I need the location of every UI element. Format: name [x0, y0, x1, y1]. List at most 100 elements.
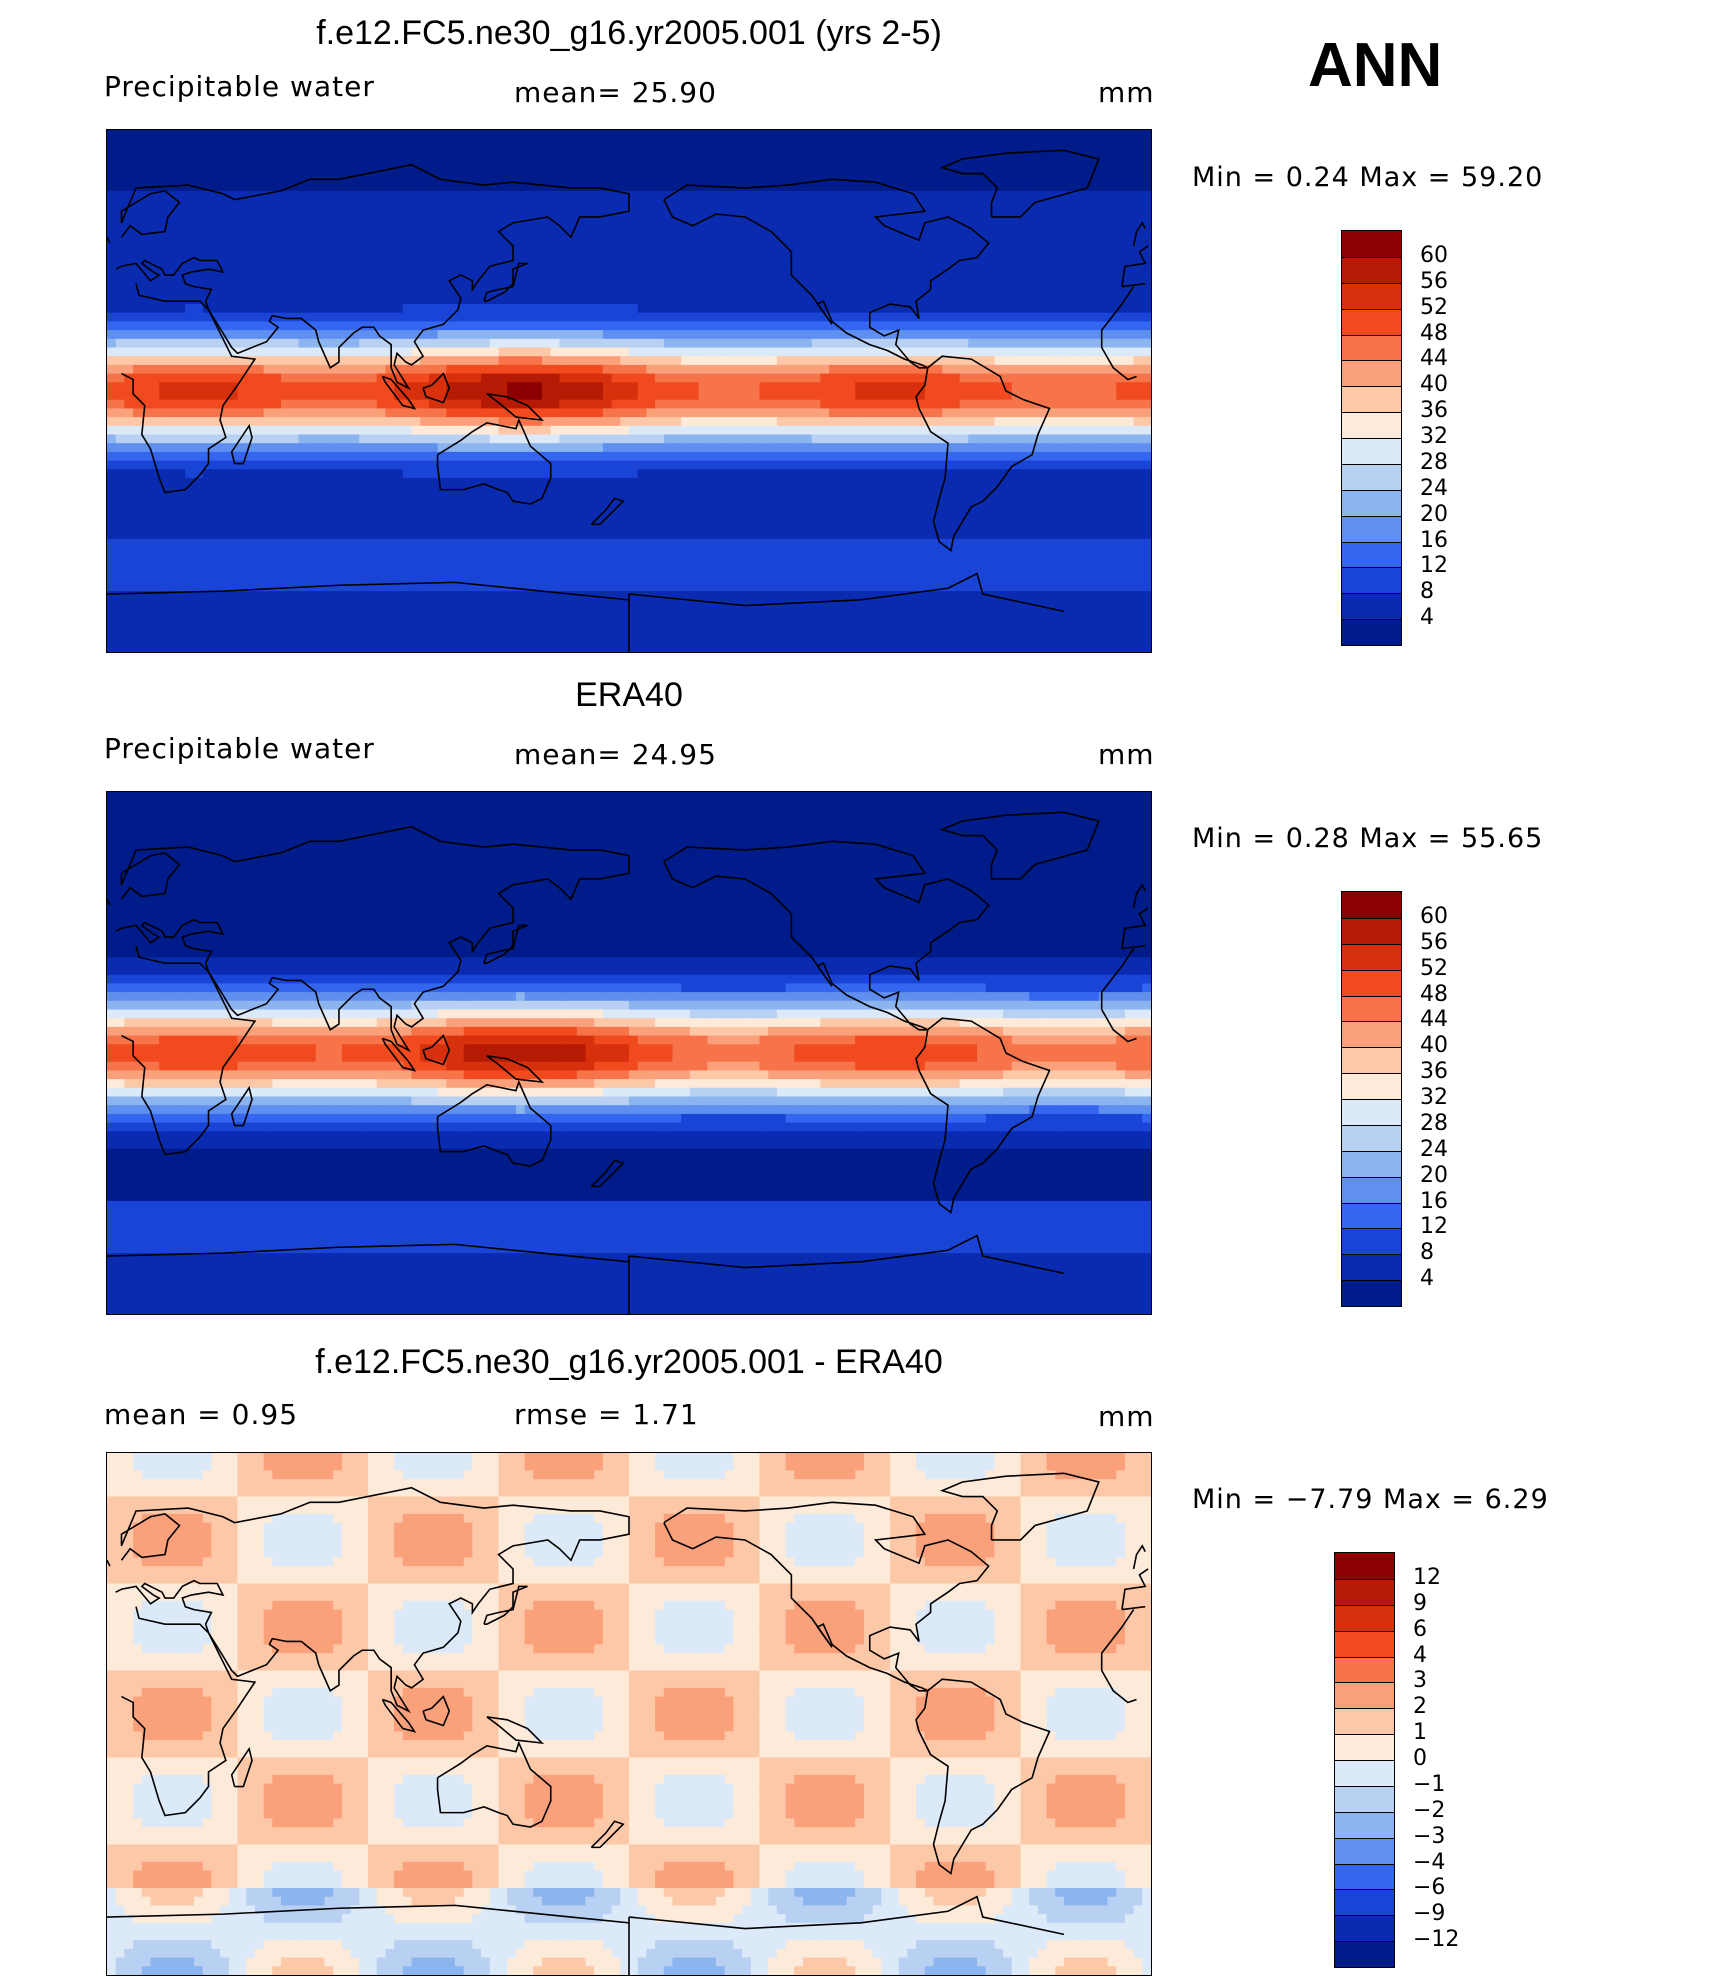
field-cell — [1133, 382, 1143, 392]
field-cell — [802, 425, 813, 436]
field-cell — [124, 408, 134, 418]
field-cell — [307, 460, 317, 470]
field-cell — [333, 243, 343, 253]
field-cell — [863, 277, 874, 288]
field-cell — [977, 251, 987, 262]
field-cell — [524, 382, 534, 392]
field-cell — [689, 156, 700, 166]
field-cell — [298, 391, 308, 401]
field-cell — [559, 434, 569, 444]
field-cell — [750, 251, 761, 262]
field-cell — [150, 147, 160, 157]
field-cell — [1072, 138, 1083, 148]
field-cell — [124, 469, 134, 479]
field-cell — [1116, 138, 1126, 148]
field-cell — [794, 469, 804, 479]
field-cell — [533, 460, 543, 470]
field-cell — [585, 425, 595, 436]
field-cell — [655, 443, 665, 453]
field-cell — [794, 138, 804, 148]
field-cell — [1133, 286, 1143, 296]
field-cell — [1090, 182, 1100, 192]
field-cell — [524, 304, 534, 314]
field-cell — [1107, 138, 1117, 148]
field-cell — [524, 321, 534, 331]
field-cell — [141, 156, 152, 166]
field-cell — [220, 417, 230, 427]
field-cell — [246, 138, 256, 148]
field-cell — [541, 156, 552, 166]
field-cell — [794, 477, 804, 488]
field-cell — [559, 130, 569, 140]
field-cell — [463, 130, 473, 140]
field-cell — [1037, 156, 1048, 166]
field-cell — [167, 434, 178, 444]
field-cell — [376, 260, 387, 270]
field-cell — [124, 338, 134, 349]
field-cell — [489, 417, 500, 427]
field-cell — [428, 156, 439, 166]
field-cell — [550, 347, 561, 357]
field-cell — [750, 356, 761, 366]
field-cell — [315, 269, 326, 279]
field-cell — [541, 208, 552, 218]
field-cell — [515, 391, 526, 401]
field-cell — [141, 330, 152, 340]
field-cell — [994, 391, 1004, 401]
field-cell — [916, 425, 926, 436]
field-cell — [802, 295, 813, 305]
field-cell — [463, 208, 473, 218]
field-cell — [733, 408, 743, 418]
field-cell — [716, 477, 726, 488]
field-cell — [611, 312, 621, 322]
field-cell — [254, 199, 265, 209]
field-cell — [124, 243, 134, 253]
field-cell — [602, 425, 613, 436]
field-cell — [463, 199, 473, 209]
field-cell — [733, 391, 743, 401]
field-cell — [159, 338, 169, 349]
field-cell — [1116, 338, 1126, 349]
field-cell — [124, 295, 134, 305]
field-cell — [254, 417, 265, 427]
field-cell — [220, 486, 230, 496]
field-cell — [698, 338, 708, 349]
field-cell — [898, 382, 909, 392]
field-cell — [924, 164, 935, 175]
field-cell — [629, 443, 639, 453]
field-cell — [916, 434, 926, 444]
field-cell — [376, 199, 387, 209]
field-cell — [1011, 164, 1022, 175]
field-cell — [977, 443, 987, 453]
field-cell — [472, 173, 482, 183]
field-cell — [498, 312, 508, 322]
field-cell — [942, 434, 952, 444]
field-cell — [776, 451, 787, 462]
field-cell — [402, 373, 413, 383]
field-cell — [385, 216, 395, 227]
field-cell — [359, 147, 369, 157]
field-cell — [133, 295, 143, 305]
field-cell — [150, 251, 160, 262]
field-cell — [298, 164, 308, 175]
field-cell — [890, 373, 900, 383]
field-cell — [1133, 408, 1143, 418]
field-cell — [863, 251, 874, 262]
field-cell — [1020, 190, 1030, 201]
field-cell — [1003, 321, 1013, 331]
field-cell — [576, 321, 587, 331]
field-cell — [524, 156, 534, 166]
field-cell — [916, 225, 926, 235]
field-cell — [611, 451, 621, 462]
field-cell — [855, 312, 865, 322]
field-cell — [776, 225, 787, 235]
field-cell — [298, 408, 308, 418]
field-cell — [1063, 182, 1074, 192]
field-cell — [1020, 364, 1030, 375]
field-cell — [428, 338, 439, 349]
field-cell — [411, 304, 421, 314]
field-cell — [907, 190, 917, 201]
field-cell — [942, 304, 952, 314]
field-cell — [863, 130, 874, 140]
field-cell — [881, 164, 891, 175]
